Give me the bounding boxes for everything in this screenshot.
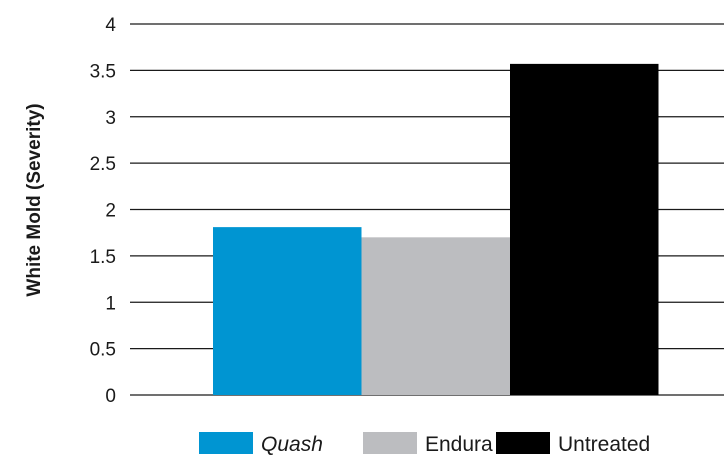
y-tick-label: 0.5: [90, 340, 116, 361]
legend: Quash Endura Untreated: [199, 432, 650, 456]
legend-label: Quash: [261, 433, 323, 456]
bars: [213, 63, 659, 395]
legend-swatch: [496, 432, 550, 454]
legend-label: Endura: [425, 433, 493, 456]
legend-item-endura: Endura: [363, 432, 493, 456]
y-axis-ticks: 0 0.5 1 1.5 2 2.5 3 3.5 4: [90, 15, 117, 407]
y-tick-label: 0: [105, 386, 116, 407]
bar-untreated: [510, 63, 659, 395]
y-tick-label: 3.5: [90, 61, 116, 82]
y-tick-label: 3: [105, 108, 116, 129]
legend-item-quash: Quash: [199, 432, 323, 456]
legend-label: Untreated: [558, 433, 650, 456]
legend-swatch: [363, 432, 417, 454]
y-tick-label: 1.5: [90, 247, 116, 268]
y-tick-label: 4: [105, 15, 116, 36]
legend-swatch: [199, 432, 253, 454]
y-axis-title: White Mold (Severity): [24, 103, 45, 296]
y-tick-label: 2: [105, 201, 116, 222]
bar-endura: [361, 237, 510, 395]
legend-item-untreated: Untreated: [496, 432, 650, 456]
y-tick-label: 1: [105, 293, 116, 314]
y-tick-label: 2.5: [90, 154, 116, 175]
bar-quash: [213, 227, 362, 395]
